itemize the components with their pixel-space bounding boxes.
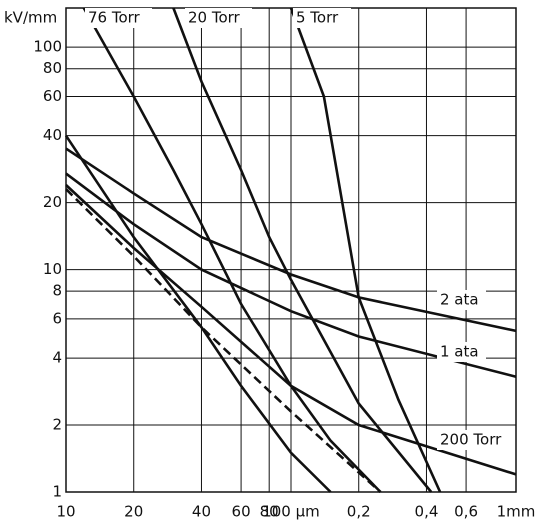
y-tick-label: 10 — [43, 260, 62, 278]
y-tick-label: 20 — [43, 193, 62, 211]
line — [289, 7, 442, 493]
y-tick-label: 8 — [52, 282, 62, 300]
y-tick-label: 40 — [43, 126, 62, 144]
line — [65, 172, 517, 378]
y-unit-label: kV/mm — [4, 9, 57, 27]
y-tick-label: 1 — [52, 483, 62, 501]
label-background — [85, 8, 152, 28]
series-label: 5 Torr — [296, 9, 339, 27]
x-tick-label: 40 — [192, 503, 211, 521]
label-background — [293, 8, 351, 28]
x-tick-label: 0,4 — [415, 503, 439, 521]
line — [172, 7, 433, 493]
y-tick-label: 80 — [43, 59, 62, 77]
line — [82, 7, 382, 493]
y-tick-label: 6 — [52, 309, 62, 327]
x-tick-label: 100 µm — [262, 503, 320, 521]
series-label: 20 Torr — [188, 9, 241, 27]
line — [64, 134, 332, 493]
y-tick-label: 4 — [52, 349, 62, 367]
line — [65, 184, 517, 476]
series-label: 1 ata — [440, 343, 479, 361]
label-background — [437, 430, 513, 450]
x-tick-label: 1mm — [497, 503, 536, 521]
series-label: 200 Torr — [440, 431, 502, 449]
x-tick-label: 80 — [260, 503, 279, 521]
label-background — [185, 8, 252, 28]
label-background — [437, 290, 486, 310]
label-background — [437, 342, 486, 362]
series-label: 2 ata — [440, 291, 479, 309]
line — [65, 147, 517, 333]
x-tick-label: 0,6 — [454, 503, 478, 521]
x-tick-label: 10 — [56, 503, 75, 521]
x-tick-label: 60 — [232, 503, 251, 521]
y-tick-label: 60 — [43, 87, 62, 105]
series-label: 76 Torr — [88, 9, 141, 27]
y-tick-label: 100 — [33, 38, 62, 56]
x-tick-label: 20 — [124, 503, 143, 521]
y-tick-label: 2 — [52, 416, 62, 434]
x-tick-label: 0,2 — [347, 503, 371, 521]
line — [65, 188, 382, 493]
